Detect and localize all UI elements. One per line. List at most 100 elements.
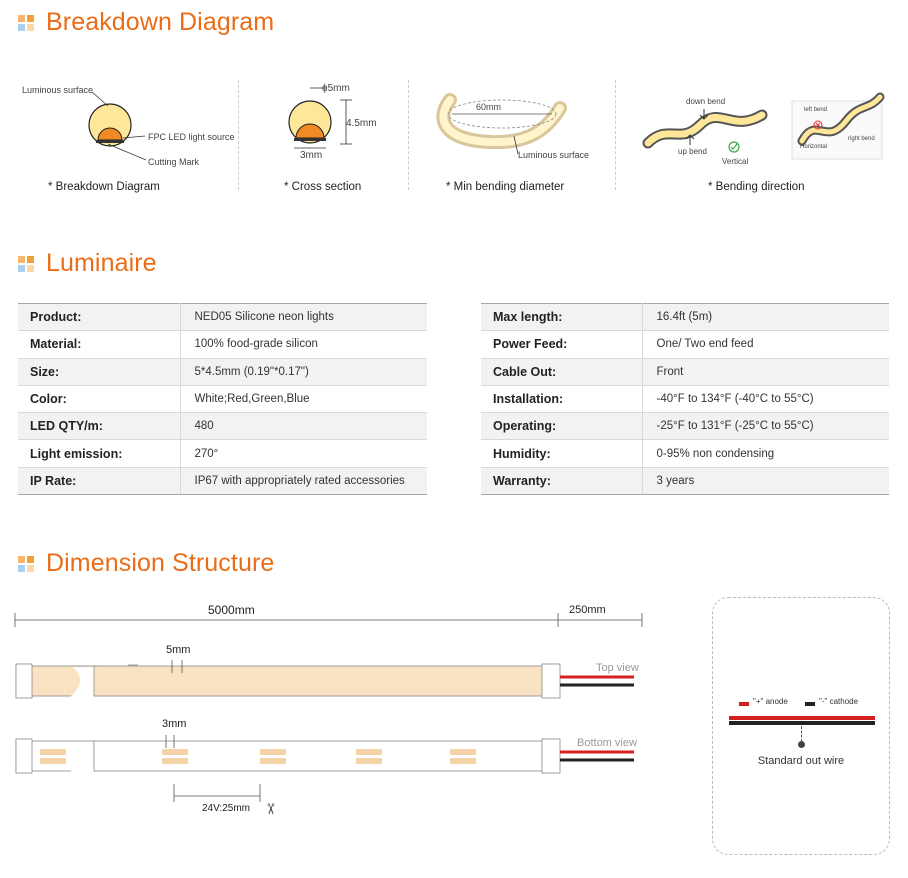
spec-table-left: Product: NED05 Silicone neon lights Mater…	[18, 302, 427, 496]
table-row: Max length: 16.4ft (5m)	[481, 302, 889, 332]
spec-label: IP Rate:	[18, 467, 181, 496]
dimension-heading: Dimension Structure	[46, 549, 275, 577]
spec-value: IP67 with appropriately rated accessorie…	[180, 467, 427, 496]
lead-length-label: 250mm	[569, 604, 606, 616]
divider	[615, 80, 616, 190]
table-row: Light emission: 270°	[18, 439, 427, 468]
spec-label: Installation:	[481, 385, 643, 414]
spec-value: 270°	[180, 439, 427, 468]
cathode-swatch	[805, 702, 815, 706]
top-view-strip	[15, 660, 634, 699]
top-view-label: Top view	[596, 662, 639, 674]
bend-diameter-label: 60mm	[476, 102, 502, 112]
spec-label: Product:	[18, 302, 181, 332]
bending-direction-illustration	[642, 92, 885, 160]
bending-diameter-caption: * Min bending diameter	[446, 181, 565, 193]
anode-swatch	[739, 702, 749, 706]
leader-dot-icon	[798, 741, 805, 748]
spec-value: 5*4.5mm (0.19"*0.17")	[180, 358, 427, 386]
bottom-view-label: Bottom view	[577, 737, 637, 749]
section-logo-icon	[18, 14, 34, 31]
spec-value: One/ Two end feed	[642, 330, 889, 359]
cut-spacing-dimension	[173, 784, 261, 802]
section-dimension-title: Dimension Structure	[18, 549, 274, 578]
luminaire-heading: Luminaire	[46, 249, 157, 277]
diameter-label: ϕ5mm	[322, 83, 350, 94]
bottom-view-strip	[15, 735, 634, 774]
table-row: Humidity: 0-95% non condensing	[481, 439, 889, 468]
table-row: Warranty: 3 years	[481, 467, 889, 496]
wire-panel: "+" anode "-" cathode Standard out wire	[712, 597, 890, 855]
spec-value: Front	[642, 358, 889, 386]
spec-label: Humidity:	[481, 439, 643, 468]
horizontal-label: Horizontal	[800, 144, 828, 150]
divider	[408, 80, 409, 190]
section-logo-icon	[18, 255, 34, 272]
left-bend-label: left bend	[804, 107, 828, 113]
breakdown-caption: * Breakdown Diagram	[48, 181, 160, 193]
cathode-wire	[729, 721, 875, 725]
cross-section-caption: * Cross section	[284, 181, 362, 193]
up-bend-label: up bend	[678, 147, 707, 156]
cutting-mark-label: Cutting Mark	[148, 157, 200, 167]
width-label: 3mm	[300, 150, 323, 161]
total-length-label: 5000mm	[208, 603, 255, 617]
bending-direction-caption: * Bending direction	[708, 181, 805, 193]
table-row: Color: White;Red,Green,Blue	[18, 385, 427, 414]
spec-label: Size:	[18, 358, 181, 386]
spec-label: Material:	[18, 330, 181, 359]
section-logo-icon	[18, 555, 34, 572]
spec-value: 16.4ft (5m)	[642, 302, 889, 332]
bending-diameter-illustration	[436, 93, 567, 155]
spec-table-right: Max length: 16.4ft (5m) Power Feed: One/ T…	[481, 302, 889, 496]
section-luminaire-title: Luminaire	[18, 249, 157, 278]
vertical-label: Vertical	[722, 157, 749, 166]
anode-wire	[729, 716, 875, 720]
right-bend-label: right bend	[848, 136, 875, 142]
luminous-surface-label: Luminous surface	[22, 85, 94, 95]
spec-value: 480	[180, 412, 427, 441]
spec-label: LED QTY/m:	[18, 412, 181, 441]
width-top-label: 5mm	[166, 644, 191, 656]
table-row: Material: 100% food-grade silicon	[18, 330, 427, 359]
spec-label: Power Feed:	[481, 330, 643, 359]
spec-value: -25°F to 131°F (-25°C to 55°C)	[642, 412, 889, 441]
scissors-icon: ✂	[261, 802, 279, 816]
height-label: 4.5mm	[346, 118, 377, 129]
spec-value: -40°F to 134°F (-40°C to 55°C)	[642, 385, 889, 414]
anode-label: "+" anode	[753, 697, 788, 706]
spec-label: Warranty:	[481, 467, 643, 496]
dimension-lines	[14, 613, 643, 627]
table-row: LED QTY/m: 480	[18, 412, 427, 441]
spec-label: Color:	[18, 385, 181, 414]
spec-value: 0-95% non condensing	[642, 439, 889, 468]
down-bend-label: down bend	[686, 97, 726, 106]
spec-label: Light emission:	[18, 439, 181, 468]
table-row: Operating: -25°F to 131°F (-25°C to 55°C)	[481, 412, 889, 441]
table-row: Cable Out: Front	[481, 358, 889, 386]
spec-value: 100% food-grade silicon	[180, 330, 427, 359]
divider	[238, 80, 239, 190]
leader-line	[801, 726, 802, 742]
table-row: Size: 5*4.5mm (0.19"*0.17")	[18, 358, 427, 386]
spec-label: Cable Out:	[481, 358, 643, 386]
fpc-led-label: FPC LED light source	[148, 132, 235, 142]
breakdown-diagram-illustration	[88, 91, 147, 161]
table-row: Power Feed: One/ Two end feed	[481, 330, 889, 359]
spec-label: Max length:	[481, 302, 643, 332]
spec-value: NED05 Silicone neon lights	[180, 302, 427, 332]
spec-value: White;Red,Green,Blue	[180, 385, 427, 414]
cathode-label: "-" cathode	[819, 697, 859, 706]
table-row: Installation: -40°F to 134°F (-40°C to 55…	[481, 385, 889, 414]
cut-spacing-label: 24V:25mm	[202, 803, 250, 814]
spec-value: 3 years	[642, 467, 889, 496]
cross-section-illustration	[288, 87, 352, 149]
standard-wire-label: Standard out wire	[757, 755, 845, 767]
section-breakdown-title: Breakdown Diagram	[18, 8, 274, 37]
spec-label: Operating:	[481, 412, 643, 441]
width-bottom-label: 3mm	[162, 718, 187, 730]
breakdown-heading: Breakdown Diagram	[46, 8, 275, 36]
table-row: IP Rate: IP67 with appropriately rated ac…	[18, 467, 427, 496]
table-row: Product: NED05 Silicone neon lights	[18, 302, 427, 332]
luminous-surface-label-2: Luminous surface	[518, 150, 590, 160]
